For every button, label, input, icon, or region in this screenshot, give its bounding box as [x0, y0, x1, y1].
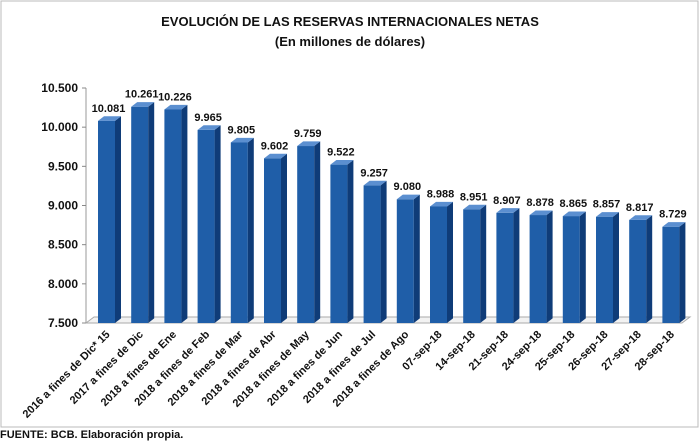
bar-top — [98, 116, 121, 121]
bar — [264, 158, 281, 323]
data-label: 9.965 — [194, 112, 222, 124]
y-tick-label: 10.500 — [41, 81, 78, 95]
data-label: 9.602 — [261, 140, 289, 152]
bar-side — [148, 102, 155, 323]
bar-side — [347, 159, 354, 323]
bar-top — [496, 208, 520, 213]
bar-side — [546, 210, 553, 323]
bar-top — [562, 211, 586, 217]
bar-side — [214, 125, 221, 324]
data-label: 8.988 — [427, 188, 455, 200]
bar-top — [164, 104, 188, 110]
bar — [230, 142, 248, 323]
bar — [98, 120, 115, 324]
data-label: 8.817 — [626, 202, 654, 214]
data-label: 9.522 — [327, 147, 355, 159]
source-note: FUENTE: BCB. Elaboración propia. — [0, 429, 184, 441]
bar-side — [579, 211, 586, 323]
y-tick-label: 9.500 — [48, 159, 78, 173]
bar-top — [596, 212, 619, 217]
data-label: 9.257 — [360, 167, 388, 179]
data-label: 10.261 — [125, 89, 159, 101]
bar-side — [613, 212, 619, 323]
bar — [131, 106, 149, 323]
bar-top — [396, 194, 420, 200]
y-tick-label: 7.500 — [48, 316, 78, 330]
y-tick-label: 9.000 — [48, 199, 78, 213]
bar — [430, 206, 447, 323]
bar-top — [264, 153, 287, 159]
bar-side — [380, 180, 387, 323]
bar — [463, 209, 481, 323]
bar-side — [447, 201, 453, 323]
bar — [396, 199, 414, 323]
bar-top — [463, 204, 487, 210]
bar-side — [413, 194, 420, 323]
bar-side — [646, 215, 653, 323]
bar-side — [281, 153, 287, 323]
data-label: 9.805 — [228, 124, 256, 136]
bar-side — [480, 204, 487, 323]
chart-title: EVOLUCIÓN DE LAS RESERVAS INTERNACIONALE… — [161, 14, 539, 29]
y-tick-label: 10.000 — [41, 120, 78, 134]
bar — [529, 215, 547, 323]
bar-top — [297, 141, 321, 147]
bar — [496, 212, 514, 323]
bar — [363, 185, 381, 323]
bar-top — [529, 210, 553, 216]
bar — [629, 219, 647, 323]
bar-top — [330, 159, 354, 165]
bar — [596, 216, 613, 323]
y-tick-label: 8.000 — [48, 277, 78, 291]
data-label: 8.857 — [593, 199, 621, 211]
bar-top — [363, 180, 387, 186]
bar-side — [115, 116, 121, 323]
y-tick-label: 8.500 — [48, 238, 78, 252]
bar-top — [662, 222, 686, 227]
bar-top — [629, 215, 653, 220]
bar-side — [513, 208, 520, 323]
data-label: 10.081 — [92, 103, 126, 115]
data-label: 10.226 — [158, 91, 192, 103]
bar — [197, 129, 215, 323]
bar-side — [314, 141, 321, 323]
bar — [330, 164, 348, 323]
bar-top — [131, 102, 155, 107]
bar — [562, 216, 580, 323]
data-label: 8.865 — [560, 198, 588, 210]
bar — [164, 109, 182, 323]
chart-frame — [0, 0, 699, 428]
bar-side — [181, 104, 188, 323]
data-label: 9.080 — [394, 181, 422, 193]
bar-side — [679, 222, 686, 323]
bar-top — [230, 137, 254, 143]
bar — [297, 146, 315, 323]
data-label: 8.951 — [460, 191, 488, 203]
data-label: 8.729 — [659, 209, 687, 221]
bar-side — [247, 137, 254, 323]
data-label: 8.878 — [526, 197, 554, 209]
chart-subtitle: (En millones de dólares) — [274, 34, 426, 49]
bar-top — [430, 201, 453, 207]
bar — [662, 226, 680, 323]
data-label: 9.759 — [294, 128, 322, 140]
bar-top — [197, 125, 221, 130]
data-label: 8.907 — [493, 195, 521, 207]
